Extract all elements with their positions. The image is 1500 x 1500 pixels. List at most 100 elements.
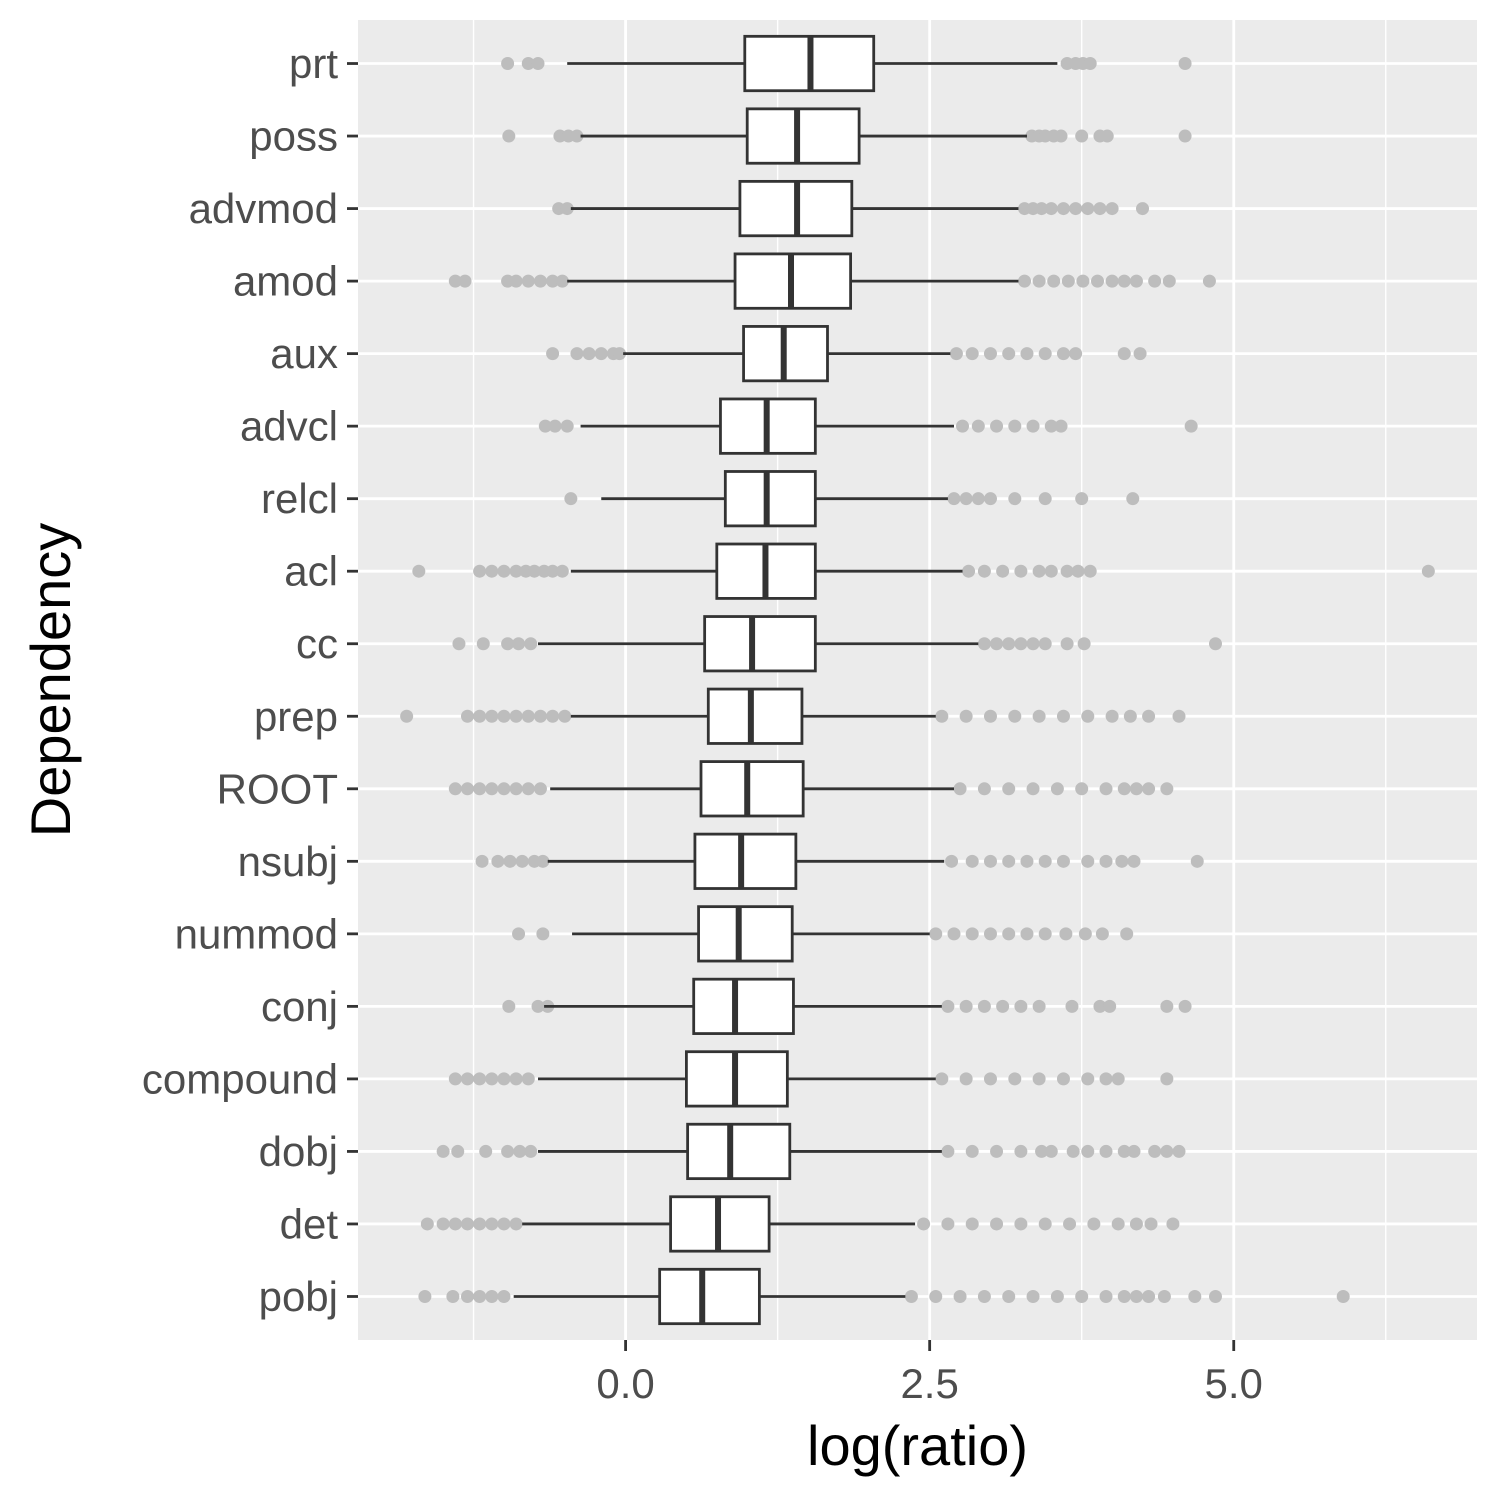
outlier-point <box>1160 999 1174 1013</box>
outlier-point <box>1117 782 1131 796</box>
outlier-point <box>929 927 943 941</box>
outlier-point <box>570 129 584 143</box>
y-tick-label-prep: prep <box>254 693 338 740</box>
box-iqr <box>658 1267 761 1326</box>
outlier-point <box>990 1144 1004 1158</box>
outlier-point <box>513 1144 527 1158</box>
outlier-point <box>941 1144 955 1158</box>
outlier-point <box>560 202 574 216</box>
y-tick-label-amod: amod <box>233 258 338 305</box>
outlier-point <box>953 1289 967 1303</box>
outlier-point <box>929 1289 943 1303</box>
outlier-point <box>497 1217 511 1231</box>
outlier-point <box>1014 637 1028 651</box>
outlier-point <box>1127 854 1141 868</box>
outlier-point <box>485 709 499 723</box>
outlier-point <box>1032 1072 1046 1086</box>
outlier-point <box>460 709 474 723</box>
outlier-point <box>1002 927 1016 941</box>
outlier-point <box>538 419 552 433</box>
outlier-point <box>502 999 516 1013</box>
box-det <box>420 1195 1180 1253</box>
outlier-point <box>965 854 979 868</box>
y-tick-label-pobj: pobj <box>259 1273 338 1320</box>
outlier-point <box>941 999 955 1013</box>
y-tick-label-nsubj: nsubj <box>238 838 338 885</box>
outlier-point <box>1093 999 1107 1013</box>
outlier-point <box>1038 927 1052 941</box>
outlier-point <box>990 419 1004 433</box>
y-tick-label-advcl: advcl <box>240 403 338 450</box>
outlier-point <box>418 1289 432 1303</box>
outlier-point <box>533 709 547 723</box>
outlier-point <box>1035 1144 1049 1158</box>
outlier-point <box>1105 202 1119 216</box>
outlier-point <box>983 1072 997 1086</box>
outlier-point <box>1077 637 1091 651</box>
outlier-point <box>1044 202 1058 216</box>
outlier-point <box>448 1072 462 1086</box>
outlier-point <box>558 709 572 723</box>
outlier-point <box>1081 709 1095 723</box>
box-advcl <box>538 397 1198 455</box>
outlier-point <box>1056 347 1070 361</box>
outlier-point <box>935 1072 949 1086</box>
outlier-point <box>983 709 997 723</box>
outlier-point <box>1069 347 1083 361</box>
outlier-point <box>1044 419 1058 433</box>
outlier-point <box>1008 709 1022 723</box>
outlier-point <box>971 492 985 506</box>
outlier-point <box>1066 1144 1080 1158</box>
outlier-point <box>983 347 997 361</box>
outlier-point <box>458 274 472 288</box>
outlier-point <box>1117 274 1131 288</box>
outlier-point <box>546 564 560 578</box>
outlier-point <box>1126 492 1140 506</box>
outlier-point <box>533 782 547 796</box>
outlier-point <box>1071 564 1085 578</box>
outlier-point <box>509 564 523 578</box>
outlier-point <box>1142 709 1156 723</box>
box-prep <box>400 687 1186 745</box>
y-tick-label-aux: aux <box>270 330 338 377</box>
outlier-point <box>1032 564 1046 578</box>
outlier-point <box>1421 564 1435 578</box>
outlier-point <box>1014 999 1028 1013</box>
plot-panel <box>358 20 1477 1340</box>
y-tick-label-acl: acl <box>284 548 338 595</box>
outlier-point <box>1008 1072 1022 1086</box>
outlier-point <box>965 1144 979 1158</box>
outlier-point <box>965 927 979 941</box>
outlier-point <box>436 1144 450 1158</box>
x-axis: 0.0 2.5 5.0 <box>596 1340 1263 1407</box>
outlier-point <box>971 419 985 433</box>
outlier-point <box>497 1072 511 1086</box>
y-tick-label-relcl: relcl <box>261 475 338 522</box>
outlier-point <box>497 564 511 578</box>
box-iqr <box>697 905 794 963</box>
outlier-point <box>1160 1072 1174 1086</box>
outlier-point <box>473 782 487 796</box>
y-tick-label-ROOT: ROOT <box>217 765 338 812</box>
outlier-point <box>1157 1289 1171 1303</box>
outlier-point <box>521 782 535 796</box>
box-conj <box>502 977 1192 1035</box>
outlier-point <box>548 419 562 433</box>
outlier-point <box>1111 1072 1125 1086</box>
outlier-point <box>1026 637 1040 651</box>
outlier-point <box>420 1217 434 1231</box>
outlier-point <box>947 927 961 941</box>
box-advmod <box>552 179 1150 238</box>
outlier-point <box>613 347 627 361</box>
outlier-point <box>1099 1289 1113 1303</box>
outlier-point <box>1078 927 1092 941</box>
outlier-point <box>555 274 569 288</box>
outlier-point <box>1144 1217 1158 1231</box>
box-prt <box>501 34 1192 93</box>
outlier-point <box>448 782 462 796</box>
outlier-point <box>1075 782 1089 796</box>
outlier-point <box>1120 927 1134 941</box>
x-tick-label: 5.0 <box>1205 1360 1263 1407</box>
outlier-point <box>524 637 538 651</box>
outlier-point <box>1014 1144 1028 1158</box>
